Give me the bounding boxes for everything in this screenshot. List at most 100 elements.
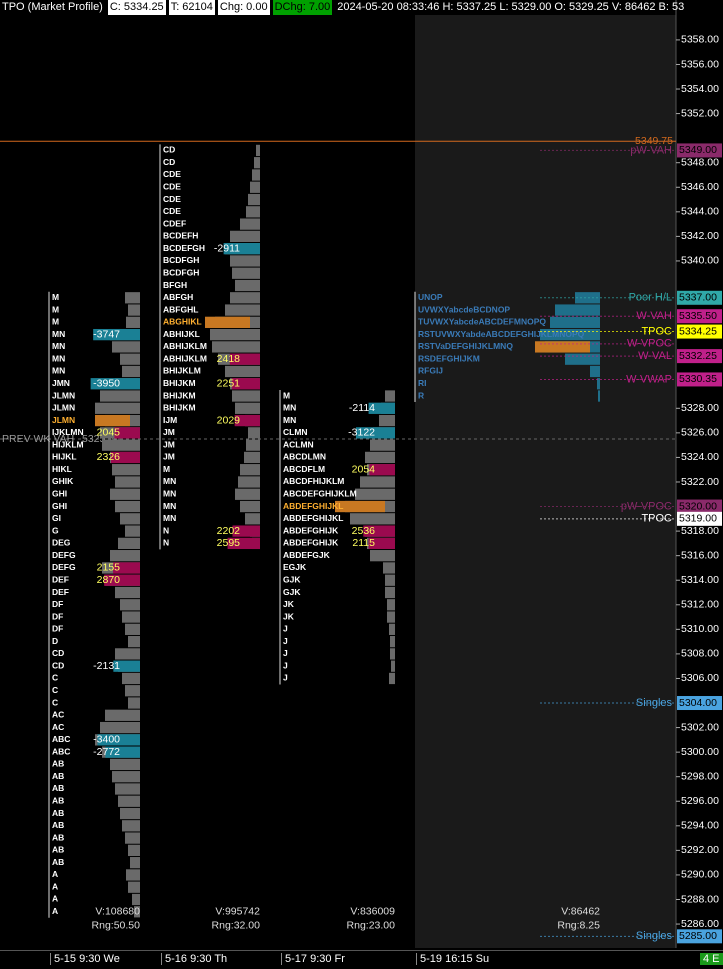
level-price: 5285.00 <box>679 930 717 942</box>
volume-bar <box>118 537 140 550</box>
volume-bar <box>597 378 600 390</box>
y-tick-label: 5318.00 <box>681 525 719 537</box>
volume-bar <box>230 255 260 267</box>
delta-bar <box>234 414 260 427</box>
tpo-letters: TUVWXYabcdeABCDEFMNOPQ <box>418 317 546 327</box>
footer-badge: 4 E <box>700 953 723 965</box>
volume-bar <box>540 328 600 341</box>
volume-bar <box>110 758 140 771</box>
tpo-letters: ABHIJKLM <box>163 353 207 363</box>
tpo-letters: CDE <box>163 194 181 204</box>
volume-bar <box>120 599 140 611</box>
session-range: Rng:8.25 <box>557 920 600 932</box>
tpo-letters: GHI <box>52 489 67 499</box>
volume-bar <box>555 304 600 316</box>
tpo-letters: CD <box>52 660 64 670</box>
tpo-letters: ABDEFGHIJKL <box>283 501 343 511</box>
volume-bar <box>385 390 395 402</box>
volume-bar <box>128 635 140 648</box>
tpo-letters: EGJK <box>283 562 307 572</box>
tpo-letters: M <box>52 304 59 314</box>
tpo-letters: AB <box>52 820 64 830</box>
level-price-box <box>677 929 722 944</box>
y-tick-label: 5314.00 <box>681 574 719 586</box>
tpo-letters: ABDEFGHIJK <box>283 538 339 548</box>
tpo-letters: DEG <box>52 538 71 548</box>
volume-bar <box>248 427 260 439</box>
y-tick-label: 5358.00 <box>681 34 719 46</box>
level-price: 5337.00 <box>679 292 717 304</box>
delta-label: 2418 <box>217 353 241 365</box>
y-tick-label: 5356.00 <box>681 58 719 70</box>
tpo-letters: BHIJKM <box>163 378 196 388</box>
delta-label: 2326 <box>97 451 121 463</box>
delta-label: 2202 <box>217 525 241 537</box>
volume-bar <box>383 562 395 574</box>
volume-bar <box>122 365 140 378</box>
tpo-letters: M <box>163 464 170 474</box>
tpo-letters: HIJKLM <box>52 439 84 449</box>
volume-bar <box>365 451 395 464</box>
volume-bar <box>232 390 260 402</box>
tpo-letters: M <box>52 292 59 302</box>
high-line-label: 5349.75 <box>635 135 673 147</box>
tpo-letters: CDE <box>163 169 181 179</box>
session-date: 5-15 9:30 We <box>50 953 123 965</box>
tpo-letters: AB <box>52 783 64 793</box>
level-name: TPOC <box>641 513 672 525</box>
volume-bar <box>134 906 140 918</box>
poc-bar <box>335 500 385 513</box>
level-price: 5330.35 <box>679 373 717 385</box>
y-tick-label: 5296.00 <box>681 795 719 807</box>
tpo-letters: R <box>418 390 424 400</box>
tpo-letters: AB <box>52 796 64 806</box>
y-tick-label: 5302.00 <box>681 721 719 733</box>
tpo-letters: JMN <box>52 378 70 388</box>
poc-bar <box>535 341 590 353</box>
tpo-letters: ABHIJKL <box>163 329 200 339</box>
y-tick-label: 5352.00 <box>681 107 719 119</box>
y-tick-label: 5316.00 <box>681 549 719 561</box>
level-price: 5349.00 <box>679 144 717 156</box>
volume-bar <box>102 439 140 451</box>
volume-bar <box>120 513 140 525</box>
y-tick-label: 5288.00 <box>681 893 719 905</box>
tpo-letters: GHIK <box>52 476 74 486</box>
level-price-box <box>677 511 722 526</box>
tpo-letters: MN <box>283 415 296 425</box>
delta-bar <box>93 328 140 341</box>
tpo-letters: BCDEFGH <box>163 243 205 253</box>
y-tick-label: 5308.00 <box>681 648 719 660</box>
tpo-letters: DF <box>52 611 63 621</box>
tpo-letters: IJKLMN <box>52 427 84 437</box>
tpo-letters: ABGHIKL <box>163 317 202 327</box>
delta-bar <box>355 427 395 439</box>
y-tick-label: 5286.00 <box>681 918 719 930</box>
volume-bar <box>112 771 140 783</box>
y-tick-label: 5290.00 <box>681 869 719 881</box>
tpo-letters: AB <box>52 771 64 781</box>
volume-bar <box>110 550 140 562</box>
tpo-letters: CD <box>52 648 64 658</box>
delta-bar <box>231 378 260 390</box>
volume-bar <box>350 513 395 525</box>
tpo-letters: J <box>283 636 288 646</box>
volume-bar <box>235 402 260 414</box>
level-name: Poor H/L <box>629 292 672 304</box>
volume-bar <box>575 292 600 304</box>
volume-bar <box>385 586 395 599</box>
tpo-letters: BCDFGH <box>163 267 199 277</box>
volume-bar <box>250 181 260 193</box>
session-date: 5-17 9:30 Fr <box>281 953 348 965</box>
level-price-box <box>677 324 722 339</box>
volume-bar <box>100 390 140 402</box>
tpo-letters: BHIJKM <box>163 390 196 400</box>
tpo-letters: MN <box>52 329 65 339</box>
tpo-letters: ABC <box>52 746 70 756</box>
tpo-letters: ABDEFGHIJKL <box>283 513 343 523</box>
tpo-letters: DEFG <box>52 550 76 560</box>
delta-bar <box>368 402 395 414</box>
delta-label: -3122 <box>348 427 375 439</box>
tpo-letters: BFGH <box>163 280 187 290</box>
volume-bar <box>126 869 140 881</box>
